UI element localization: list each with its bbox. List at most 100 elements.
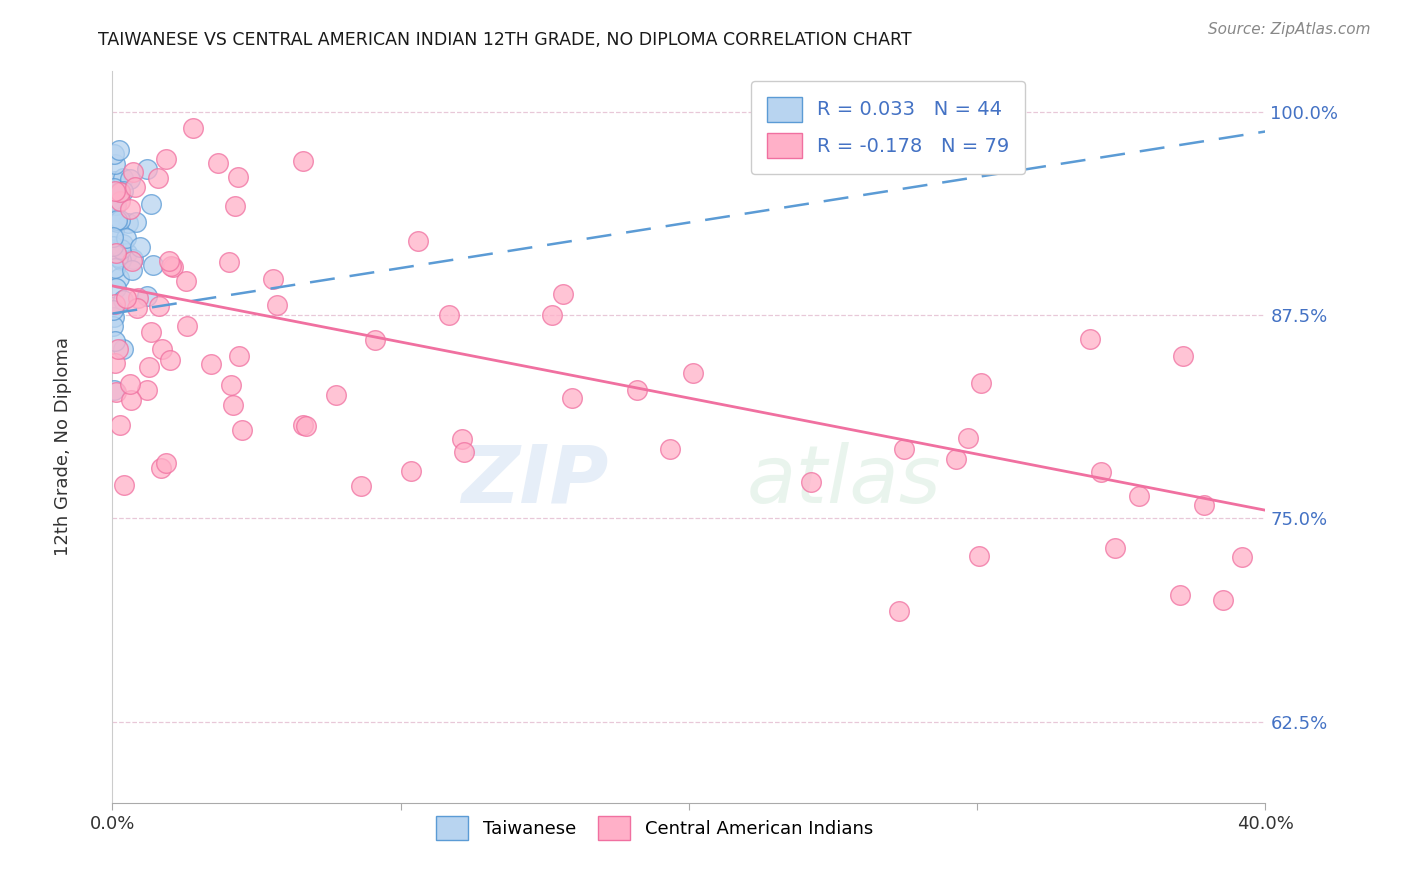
Point: [104, 245, 127, 260]
Point: [1168, 588, 1191, 602]
Point: [967, 549, 990, 563]
Point: [149, 461, 172, 475]
Point: [159, 259, 181, 273]
Point: [108, 270, 131, 285]
Point: [159, 352, 181, 367]
Point: [150, 343, 173, 357]
Point: [107, 250, 129, 264]
Point: [103, 310, 125, 324]
Point: [453, 445, 475, 459]
Point: [364, 333, 387, 347]
Point: [682, 366, 704, 380]
Point: [120, 392, 142, 407]
Point: [103, 147, 125, 161]
Point: [1080, 332, 1102, 346]
Point: [291, 153, 314, 168]
Point: [105, 198, 128, 212]
Point: [226, 169, 249, 184]
Point: [104, 334, 127, 349]
Point: [222, 399, 245, 413]
Point: [111, 342, 134, 356]
Point: [104, 385, 127, 400]
Point: [945, 452, 967, 467]
Point: [129, 239, 152, 253]
Point: [112, 478, 135, 492]
Text: Source: ZipAtlas.com: Source: ZipAtlas.com: [1208, 22, 1371, 37]
Point: [174, 273, 197, 287]
Point: [105, 281, 128, 295]
Point: [139, 326, 162, 340]
Legend: Taiwanese, Central American Indians: Taiwanese, Central American Indians: [427, 807, 882, 848]
Point: [451, 432, 474, 446]
Point: [104, 261, 127, 276]
Point: [218, 254, 240, 268]
Point: [107, 186, 129, 200]
Point: [266, 298, 288, 312]
Point: [118, 376, 141, 391]
Point: [1192, 498, 1215, 512]
Point: [103, 239, 125, 253]
Point: [127, 301, 149, 315]
Point: [103, 384, 125, 398]
Point: [157, 254, 180, 268]
Point: [207, 156, 229, 170]
Point: [292, 418, 315, 433]
Point: [101, 193, 124, 207]
Point: [114, 291, 136, 305]
Point: [114, 231, 136, 245]
Point: [104, 356, 127, 370]
Point: [970, 376, 993, 391]
Point: [399, 464, 422, 478]
Point: [108, 194, 131, 208]
Point: [105, 212, 128, 227]
Point: [162, 260, 184, 275]
Point: [122, 252, 145, 266]
Point: [124, 215, 146, 229]
Point: [893, 442, 915, 456]
Point: [101, 302, 124, 317]
Point: [110, 242, 132, 256]
Point: [1128, 489, 1150, 503]
Point: [112, 171, 135, 186]
Point: [104, 157, 127, 171]
Point: [101, 229, 124, 244]
Text: atlas: atlas: [747, 442, 942, 520]
Point: [127, 291, 149, 305]
Point: [262, 272, 284, 286]
Point: [103, 223, 125, 237]
Point: [104, 214, 127, 228]
Point: [101, 318, 124, 333]
Point: [1090, 465, 1112, 479]
Point: [124, 180, 146, 194]
Point: [181, 121, 204, 136]
Point: [541, 308, 564, 322]
Point: [561, 391, 583, 405]
Point: [135, 384, 157, 398]
Point: [155, 456, 177, 470]
Point: [553, 287, 575, 301]
Point: [200, 357, 222, 371]
Point: [142, 258, 165, 272]
Text: ZIP: ZIP: [461, 442, 609, 520]
Point: [1212, 592, 1234, 607]
Point: [108, 213, 131, 227]
Point: [228, 349, 250, 363]
Text: TAIWANESE VS CENTRAL AMERICAN INDIAN 12TH GRADE, NO DIPLOMA CORRELATION CHART: TAIWANESE VS CENTRAL AMERICAN INDIAN 12T…: [98, 31, 912, 49]
Point: [141, 197, 163, 211]
Point: [120, 171, 142, 186]
Point: [111, 293, 134, 308]
Point: [108, 143, 131, 157]
Point: [957, 431, 980, 445]
Point: [626, 384, 648, 398]
Point: [325, 388, 347, 402]
Point: [800, 475, 823, 489]
Point: [176, 319, 198, 334]
Point: [155, 153, 177, 167]
Point: [1104, 541, 1126, 555]
Point: [121, 254, 143, 268]
Point: [295, 419, 318, 434]
Point: [118, 202, 141, 216]
Point: [406, 234, 429, 248]
Point: [135, 162, 157, 177]
Point: [108, 186, 131, 200]
